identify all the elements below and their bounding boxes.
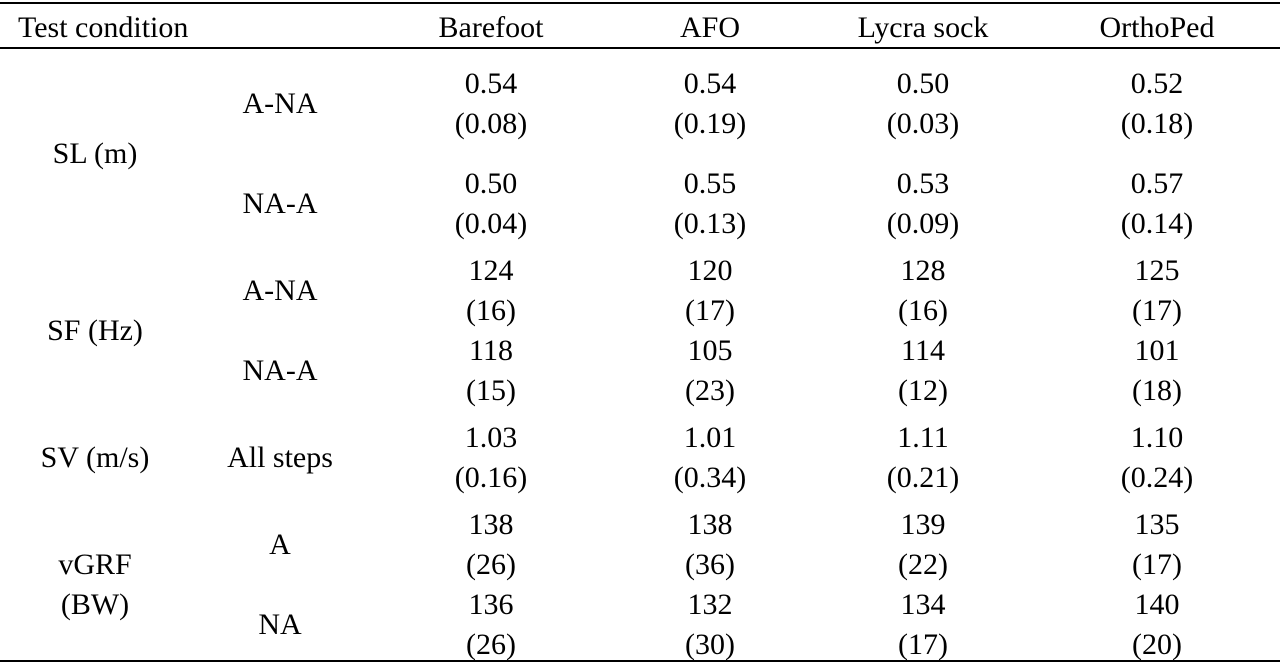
cell-mean: 136 bbox=[468, 588, 514, 621]
cell-mean: 118 bbox=[469, 334, 513, 367]
cell-sd: (0.21) bbox=[886, 461, 960, 494]
cell-sd: (26) bbox=[466, 628, 516, 661]
cell-sd: (17) bbox=[898, 628, 948, 661]
row-sublabel: A-NA bbox=[242, 274, 318, 307]
cell-sd: (23) bbox=[685, 374, 735, 407]
cell-sd: (17) bbox=[685, 294, 735, 327]
cell-mean: 1.11 bbox=[897, 421, 949, 454]
cell-sd: (12) bbox=[898, 374, 948, 407]
cell-mean: 0.50 bbox=[464, 167, 518, 200]
cell-mean: 0.57 bbox=[1130, 167, 1184, 200]
cell-mean: 124 bbox=[468, 254, 514, 287]
column-header: Lycra sock bbox=[857, 11, 989, 44]
cell-sd: (17) bbox=[1132, 294, 1182, 327]
cell-sd: (0.16) bbox=[454, 461, 528, 494]
cell-mean: 135 bbox=[1134, 508, 1180, 541]
cell-mean: 120 bbox=[687, 254, 733, 287]
cell-mean: 101 bbox=[1134, 334, 1180, 367]
cell-mean: 140 bbox=[1134, 588, 1180, 621]
cell-mean: 132 bbox=[687, 588, 733, 621]
cell-sd: (30) bbox=[685, 628, 735, 661]
cell-mean: 125 bbox=[1134, 254, 1180, 287]
cell-mean: 1.01 bbox=[683, 421, 737, 454]
cell-mean: 114 bbox=[901, 334, 945, 367]
top-rule bbox=[0, 2, 1280, 4]
cell-mean: 0.55 bbox=[683, 167, 737, 200]
row-sublabel: NA-A bbox=[242, 354, 318, 387]
cell-mean: 0.53 bbox=[896, 167, 950, 200]
cell-sd: (22) bbox=[898, 548, 948, 581]
row-sublabel: All steps bbox=[227, 441, 333, 474]
column-header: AFO bbox=[679, 11, 741, 44]
cell-mean: 1.03 bbox=[464, 421, 518, 454]
cell-sd: (0.09) bbox=[886, 207, 960, 240]
cell-sd: (15) bbox=[466, 374, 516, 407]
cell-sd: (0.04) bbox=[454, 207, 528, 240]
cell-mean: 0.54 bbox=[683, 67, 737, 100]
cell-sd: (16) bbox=[466, 294, 516, 327]
header-test-condition: Test condition bbox=[18, 11, 189, 44]
cell-sd: (0.03) bbox=[886, 107, 960, 140]
row-sublabel: NA-A bbox=[242, 187, 318, 220]
column-header: OrthoPed bbox=[1099, 11, 1215, 44]
row-sublabel: NA bbox=[258, 608, 302, 641]
column-header: Barefoot bbox=[438, 11, 544, 44]
cell-sd: (17) bbox=[1132, 548, 1182, 581]
header-rule bbox=[0, 47, 1280, 49]
cell-sd: (0.34) bbox=[673, 461, 747, 494]
cell-sd: (18) bbox=[1132, 374, 1182, 407]
group-label: SV (m/s) bbox=[40, 441, 150, 474]
cell-sd: (0.18) bbox=[1120, 107, 1194, 140]
cell-sd: (0.19) bbox=[673, 107, 747, 140]
cell-mean: 128 bbox=[900, 254, 946, 287]
cell-sd: (26) bbox=[466, 548, 516, 581]
cell-mean: 0.54 bbox=[464, 67, 518, 100]
cell-sd: (36) bbox=[685, 548, 735, 581]
cell-mean: 138 bbox=[687, 508, 733, 541]
bottom-rule bbox=[0, 660, 1280, 662]
cell-sd: (0.14) bbox=[1120, 207, 1194, 240]
cell-mean: 138 bbox=[468, 508, 514, 541]
cell-sd: (0.24) bbox=[1120, 461, 1194, 494]
group-label: SF (Hz) bbox=[47, 314, 143, 347]
cell-sd: (16) bbox=[898, 294, 948, 327]
row-sublabel: A bbox=[269, 528, 291, 561]
cell-sd: (20) bbox=[1132, 628, 1182, 661]
cell-sd: (0.08) bbox=[454, 107, 528, 140]
cell-mean: 1.10 bbox=[1130, 421, 1184, 454]
group-label: vGRF bbox=[58, 548, 132, 581]
cell-mean: 134 bbox=[900, 588, 946, 621]
cell-mean: 0.52 bbox=[1130, 67, 1184, 100]
cell-mean: 139 bbox=[900, 508, 946, 541]
cell-mean: 105 bbox=[687, 334, 733, 367]
cell-mean: 0.50 bbox=[896, 67, 950, 100]
group-label: (BW) bbox=[60, 588, 130, 621]
group-label: SL (m) bbox=[52, 137, 138, 170]
cell-sd: (0.13) bbox=[673, 207, 747, 240]
row-sublabel: A-NA bbox=[242, 87, 318, 120]
